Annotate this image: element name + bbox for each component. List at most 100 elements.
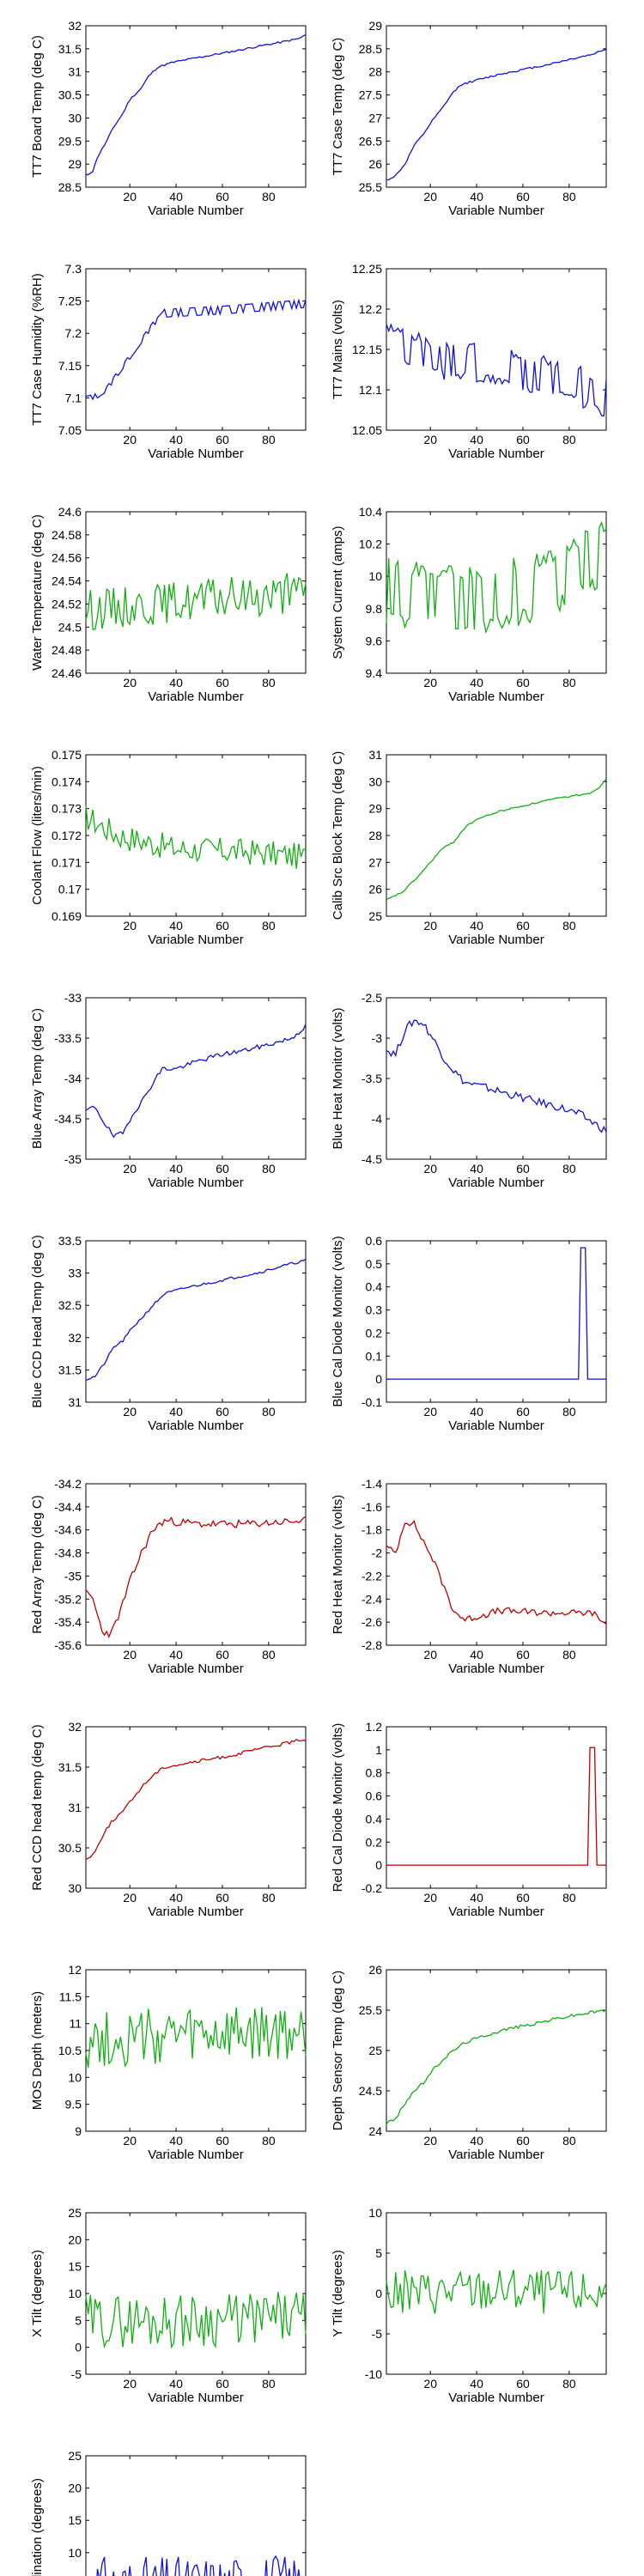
y-tick-label: -34.6 <box>54 1523 82 1537</box>
y-tick-label: 31.5 <box>58 42 82 56</box>
x-tick-label: 80 <box>562 1162 576 1176</box>
y-tick-label: 31.5 <box>58 1363 82 1376</box>
plot-frame <box>386 997 607 1160</box>
y-tick-label: 7.15 <box>58 359 82 373</box>
y-tick-label: -33.5 <box>54 1031 82 1045</box>
y-tick-label: 0.1 <box>366 1349 383 1363</box>
y-tick-label: 10 <box>68 2546 82 2560</box>
chart-panel-17: 20 40 60 80 9 9.5 10 10.5 11 11.5 12 Variable Numbe… <box>30 1963 307 2162</box>
y-tick-label: 0 <box>375 1858 382 1872</box>
x-tick-label: 40 <box>169 919 183 933</box>
y-tick-label: 26 <box>368 883 382 896</box>
x-axis-title: Variable Number <box>448 690 544 704</box>
y-tick-label: 15 <box>68 2260 82 2274</box>
x-axis-title: Variable Number <box>148 2148 243 2162</box>
y-axis-title: TT7 Board Temp (deg C) <box>30 35 45 178</box>
chart-panel-5: 20 40 60 80 24.46 24.48 24.5 24.52 24.54 24.56 24.… <box>30 505 307 704</box>
y-tick-label: 32 <box>68 1331 82 1345</box>
x-tick-label: 40 <box>470 919 483 933</box>
y-tick-label: 7.2 <box>65 326 82 340</box>
plot-frame <box>386 754 607 917</box>
series-line <box>85 1516 307 1639</box>
y-axis-title: Water Temperature (deg C) <box>30 514 45 671</box>
y-tick-label: -2.4 <box>361 1592 382 1606</box>
x-tick-label: 20 <box>123 1648 137 1662</box>
chart-panel-10: 20 40 60 80 -4.5 -4 -3.5 -3 -2.5 Variable Number B… <box>331 991 607 1190</box>
y-tick-label: -34.2 <box>54 1477 82 1491</box>
y-tick-label: 30.5 <box>58 1841 82 1855</box>
x-tick-label: 20 <box>423 2134 437 2148</box>
series-line <box>85 573 307 630</box>
y-tick-label: -34.4 <box>54 1500 82 1514</box>
y-tick-label: -35 <box>64 1152 82 1166</box>
y-tick-label: 1.2 <box>366 1720 383 1734</box>
y-axis-title: TT7 Case Temp (deg C) <box>331 38 345 176</box>
y-tick-label: -2.5 <box>361 991 382 1005</box>
y-tick-label: -4 <box>372 1112 383 1126</box>
x-tick-label: 20 <box>423 190 437 204</box>
y-tick-label: 31 <box>68 1801 82 1814</box>
x-tick-label: 80 <box>562 1405 576 1419</box>
x-tick-label: 80 <box>262 433 276 447</box>
x-tick-label: 60 <box>216 1648 229 1662</box>
x-tick-label: 40 <box>169 190 183 204</box>
series-line <box>386 2008 607 2125</box>
plot-frame <box>85 268 307 431</box>
y-tick-label: -34.5 <box>54 1112 82 1126</box>
y-tick-label: 0.169 <box>52 909 82 923</box>
series-line <box>85 2007 307 2069</box>
series-line <box>386 520 607 635</box>
y-tick-label: -34.8 <box>54 1546 82 1560</box>
x-tick-label: 20 <box>423 1648 437 1662</box>
y-axis-title: TT7 Case Humidity (%RH) <box>30 273 45 426</box>
plot-frame <box>386 1483 607 1646</box>
x-tick-label: 20 <box>123 2377 137 2391</box>
chart-panel-9: 20 40 60 80 -35 -34.5 -34 -33.5 -33 Variable Numb… <box>30 991 307 1190</box>
x-tick-label: 20 <box>123 433 137 447</box>
y-tick-label: 24.46 <box>52 666 82 680</box>
y-tick-label: 12.15 <box>352 343 382 356</box>
x-tick-label: 60 <box>216 1405 229 1419</box>
series-line <box>85 1258 307 1382</box>
y-tick-label: 25.5 <box>359 180 382 194</box>
x-tick-label: 20 <box>123 1405 137 1419</box>
y-tick-label: 32 <box>68 19 82 33</box>
x-tick-label: 20 <box>123 919 137 933</box>
y-tick-label: 0.5 <box>366 1257 383 1271</box>
chart-panel-19: 20 40 60 80 -5 0 5 10 15 20 25 Variable Number X Til… <box>30 2206 307 2405</box>
y-tick-label: 7.25 <box>58 295 82 308</box>
x-tick-label: 40 <box>470 1891 483 1905</box>
y-tick-label: 24.52 <box>52 597 82 611</box>
series-line <box>96 2555 301 2576</box>
y-tick-label: -3 <box>372 1031 383 1045</box>
plot-frame <box>386 1240 607 1403</box>
chart-panel-13: 20 40 60 80 -35.6 -35.4 -35.2 -35 -34.8 -34.6 -34.… <box>30 1477 307 1676</box>
y-tick-label: -0.2 <box>361 1881 382 1895</box>
y-tick-label: 27 <box>368 111 382 125</box>
x-tick-label: 20 <box>123 1891 137 1905</box>
x-tick-label: 20 <box>423 919 437 933</box>
x-axis-title: Variable Number <box>448 1176 544 1190</box>
x-axis-title: Variable Number <box>448 2391 544 2405</box>
plot-frame <box>386 268 607 431</box>
y-axis-title: Calib Src Block Temp (deg C) <box>331 751 345 920</box>
x-tick-label: 40 <box>169 1648 183 1662</box>
x-axis-title: Variable Number <box>448 1419 544 1433</box>
x-axis-title: Variable Number <box>148 933 243 947</box>
chart-panel-1: 20 40 60 80 28.5 29 29.5 30 30.5 31 31.5 32 Variable… <box>30 19 307 218</box>
x-tick-label: 80 <box>262 2377 276 2391</box>
y-tick-label: -10 <box>365 2367 382 2381</box>
y-tick-label: 0 <box>75 2341 82 2354</box>
x-axis-title: Variable Number <box>448 447 544 461</box>
y-axis-title: Y Tilt (degrees) <box>331 2250 345 2336</box>
series-line <box>85 1024 307 1139</box>
x-axis-title: Variable Number <box>148 447 243 461</box>
y-axis-title: Coolant Flow (liters/min) <box>30 766 45 905</box>
chart-panel-8: 20 40 60 80 25 26 27 28 29 30 31 Variable Number Cal… <box>331 748 607 947</box>
x-axis-title: Variable Number <box>448 933 544 947</box>
y-tick-label: 12.25 <box>352 262 382 276</box>
y-tick-label: 29.5 <box>58 134 82 148</box>
y-tick-label: 28.5 <box>58 180 82 194</box>
x-axis-title: Variable Number <box>448 1662 544 1676</box>
series-line <box>85 805 307 869</box>
